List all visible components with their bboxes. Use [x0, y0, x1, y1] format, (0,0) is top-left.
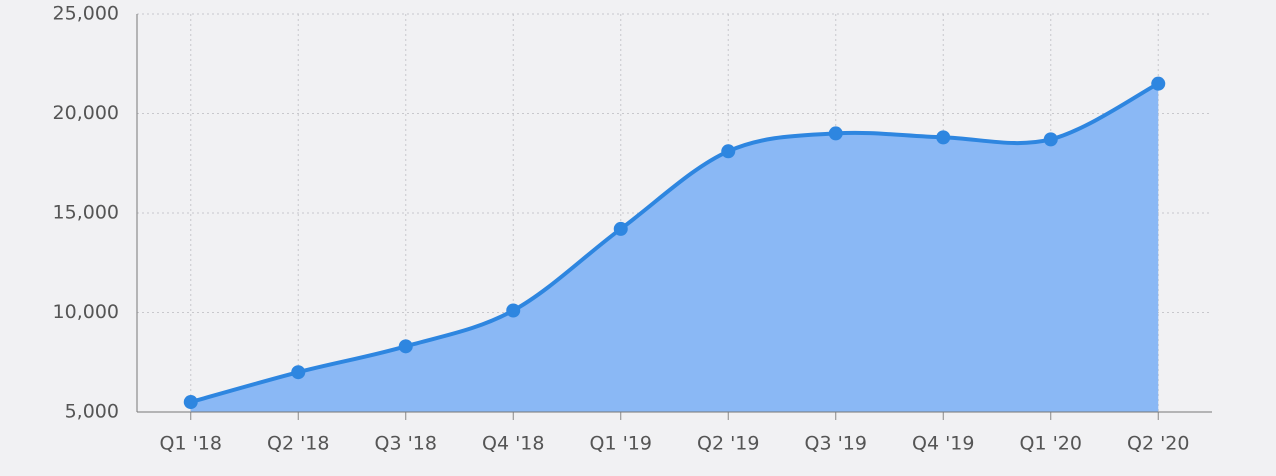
point	[1151, 76, 1166, 91]
x-tick-label: Q4 '18	[482, 433, 544, 455]
y-tick-label: 5,000	[65, 401, 119, 423]
point	[183, 395, 198, 410]
x-tick-label: Q3 '18	[375, 433, 437, 455]
area	[190, 83, 1159, 413]
x-tick-label: Q2 '19	[697, 433, 759, 455]
y-tick-label: 25,000	[53, 3, 119, 25]
point	[1043, 132, 1058, 147]
x-tick-label: Q2 '20	[1127, 433, 1189, 455]
point	[398, 339, 413, 354]
y-tick-label: 10,000	[53, 301, 119, 323]
point	[936, 130, 951, 145]
line	[190, 81, 1160, 404]
x-tick-label: Q1 '18	[160, 433, 222, 455]
x-tick-label: Q3 '19	[805, 433, 867, 455]
point	[721, 144, 736, 159]
point	[828, 126, 843, 141]
x-tick-label: Q4 '19	[912, 433, 974, 455]
x-tick-label: Q2 '18	[267, 433, 329, 455]
point	[506, 303, 521, 318]
x-tick-label: Q1 '20	[1020, 433, 1082, 455]
x-tick-label: Q1 '19	[590, 433, 652, 455]
y-tick-label: 20,000	[53, 102, 119, 124]
point	[613, 221, 628, 236]
y-tick-label: 15,000	[53, 202, 119, 224]
point	[291, 365, 306, 380]
